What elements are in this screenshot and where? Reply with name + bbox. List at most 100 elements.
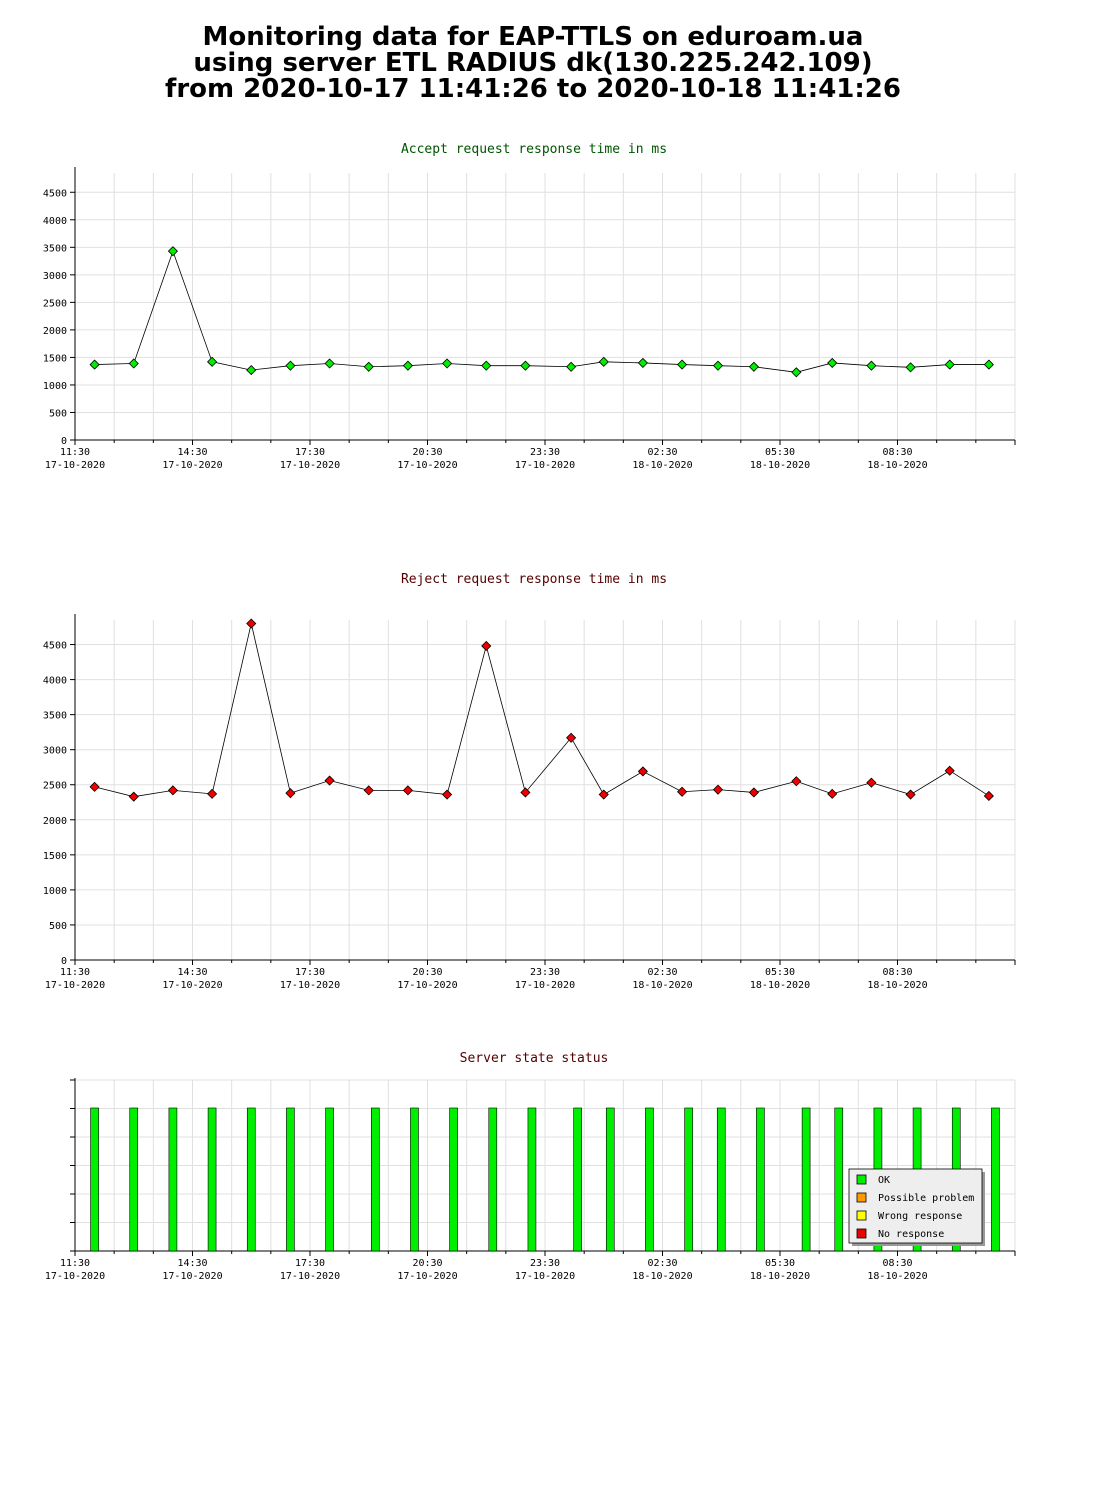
x-tick-time: 17:30: [295, 1258, 325, 1269]
x-tick-date: 18-10-2020: [867, 460, 927, 471]
x-tick-date: 17-10-2020: [515, 460, 575, 471]
data-point: [285, 788, 296, 799]
x-tick-time: 05:30: [765, 447, 795, 458]
legend-label: Wrong response: [878, 1211, 962, 1222]
data-point: [324, 775, 335, 786]
status-bar: [716, 1107, 726, 1252]
x-tick-time: 02:30: [647, 447, 677, 458]
x-tick-time: 02:30: [647, 967, 677, 978]
y-tick-label: 500: [49, 408, 67, 419]
y-tick-label: 2000: [43, 326, 67, 337]
x-tick-time: 23:30: [530, 967, 560, 978]
x-tick-date: 17-10-2020: [162, 1271, 222, 1282]
data-point: [363, 785, 374, 796]
data-point: [207, 788, 218, 799]
x-tick-time: 08:30: [882, 1258, 912, 1269]
title-line-1: Monitoring data for EAP-TTLS on eduroam.…: [202, 22, 864, 52]
y-tick-label: 500: [49, 921, 67, 932]
data-point: [827, 788, 838, 799]
x-tick-time: 20:30: [412, 447, 442, 458]
x-tick-time: 08:30: [882, 967, 912, 978]
status-bar: [573, 1107, 582, 1252]
x-tick-date: 18-10-2020: [750, 980, 810, 991]
legend-label: Possible problem: [878, 1193, 974, 1204]
data-point: [791, 367, 802, 378]
y-tick-label: 4000: [43, 216, 67, 227]
data-point: [128, 358, 139, 369]
data-point: [748, 361, 759, 372]
y-tick-label: 0: [61, 436, 67, 447]
server-status-chart: Server state status 11:30 17-10-2020 14:30 1…: [45, 1051, 1016, 1282]
data-point: [905, 789, 916, 800]
data-point: [712, 360, 724, 371]
data-point: [520, 360, 531, 371]
data-point: [637, 357, 648, 368]
x-tick-date: 17-10-2020: [45, 1271, 105, 1282]
status-bar: [325, 1107, 334, 1252]
status-bar: [370, 1107, 380, 1252]
status-bar: [449, 1107, 458, 1252]
data-point: [944, 359, 955, 370]
data-point: [89, 359, 100, 370]
y-tick-label: 1000: [43, 381, 67, 392]
x-tick-date: 17-10-2020: [280, 460, 340, 471]
data-point: [866, 360, 877, 371]
data-point: [324, 358, 335, 369]
status-bar: [991, 1107, 1000, 1252]
x-tick-time: 05:30: [765, 967, 795, 978]
x-tick-time: 11:30: [60, 967, 90, 978]
x-tick-date: 17-10-2020: [280, 1271, 340, 1282]
y-tick-label: 4000: [43, 676, 67, 687]
x-tick-date: 18-10-2020: [750, 460, 810, 471]
x-tick-date: 18-10-2020: [632, 460, 692, 471]
data-point: [207, 356, 218, 367]
reject-response-chart: Reject request response time in ms 0 500 10…: [43, 572, 1016, 991]
data-point: [285, 360, 296, 371]
status-bar: [207, 1107, 217, 1252]
x-tick-time: 14:30: [177, 447, 207, 458]
y-tick-label: 2500: [43, 298, 67, 309]
data-point: [677, 786, 688, 797]
x-tick-date: 17-10-2020: [162, 980, 222, 991]
x-tick-time: 17:30: [295, 967, 325, 978]
x-tick-time: 20:30: [412, 967, 442, 978]
data-point: [712, 784, 724, 795]
status-bar: [410, 1107, 419, 1252]
y-tick-label: 4500: [43, 641, 67, 652]
data-point: [677, 359, 688, 370]
x-tick-date: 17-10-2020: [397, 980, 457, 991]
x-tick-time: 11:30: [60, 1258, 90, 1269]
x-tick-date: 17-10-2020: [397, 1271, 457, 1282]
data-point: [866, 777, 877, 788]
y-tick-label: 3000: [43, 746, 67, 757]
x-tick-date: 17-10-2020: [397, 460, 457, 471]
status-bar: [168, 1107, 178, 1252]
x-tick-date: 18-10-2020: [750, 1271, 810, 1282]
page-title: Monitoring data for EAP-TTLS on eduroam.…: [0, 24, 1066, 102]
data-point: [905, 362, 916, 373]
data-point: [89, 781, 100, 792]
data-point: [481, 640, 492, 652]
data-point: [481, 360, 492, 371]
legend-box: [848, 1168, 983, 1244]
x-tick-date: 17-10-2020: [45, 460, 105, 471]
y-tick-label: 3000: [43, 271, 67, 282]
data-point: [791, 776, 802, 787]
y-tick-label: 0: [61, 956, 67, 967]
status-bar: [246, 1107, 256, 1252]
series-line: [94, 623, 990, 798]
data-point: [598, 789, 609, 800]
data-point: [748, 787, 759, 798]
x-tick-time: 14:30: [177, 1258, 207, 1269]
data-point: [363, 361, 374, 372]
x-tick-time: 20:30: [412, 1258, 442, 1269]
chart-title: Server state status: [460, 1051, 609, 1066]
title-line-2: using server ETL RADIUS dk(130.225.242.1…: [193, 48, 873, 78]
y-tick-label: 1500: [43, 353, 67, 364]
x-tick-date: 17-10-2020: [45, 980, 105, 991]
data-point: [983, 790, 994, 802]
y-tick-label: 2500: [43, 781, 67, 792]
x-tick-time: 02:30: [647, 1258, 677, 1269]
status-bar: [834, 1107, 844, 1252]
y-tick-label: 1000: [43, 886, 67, 897]
